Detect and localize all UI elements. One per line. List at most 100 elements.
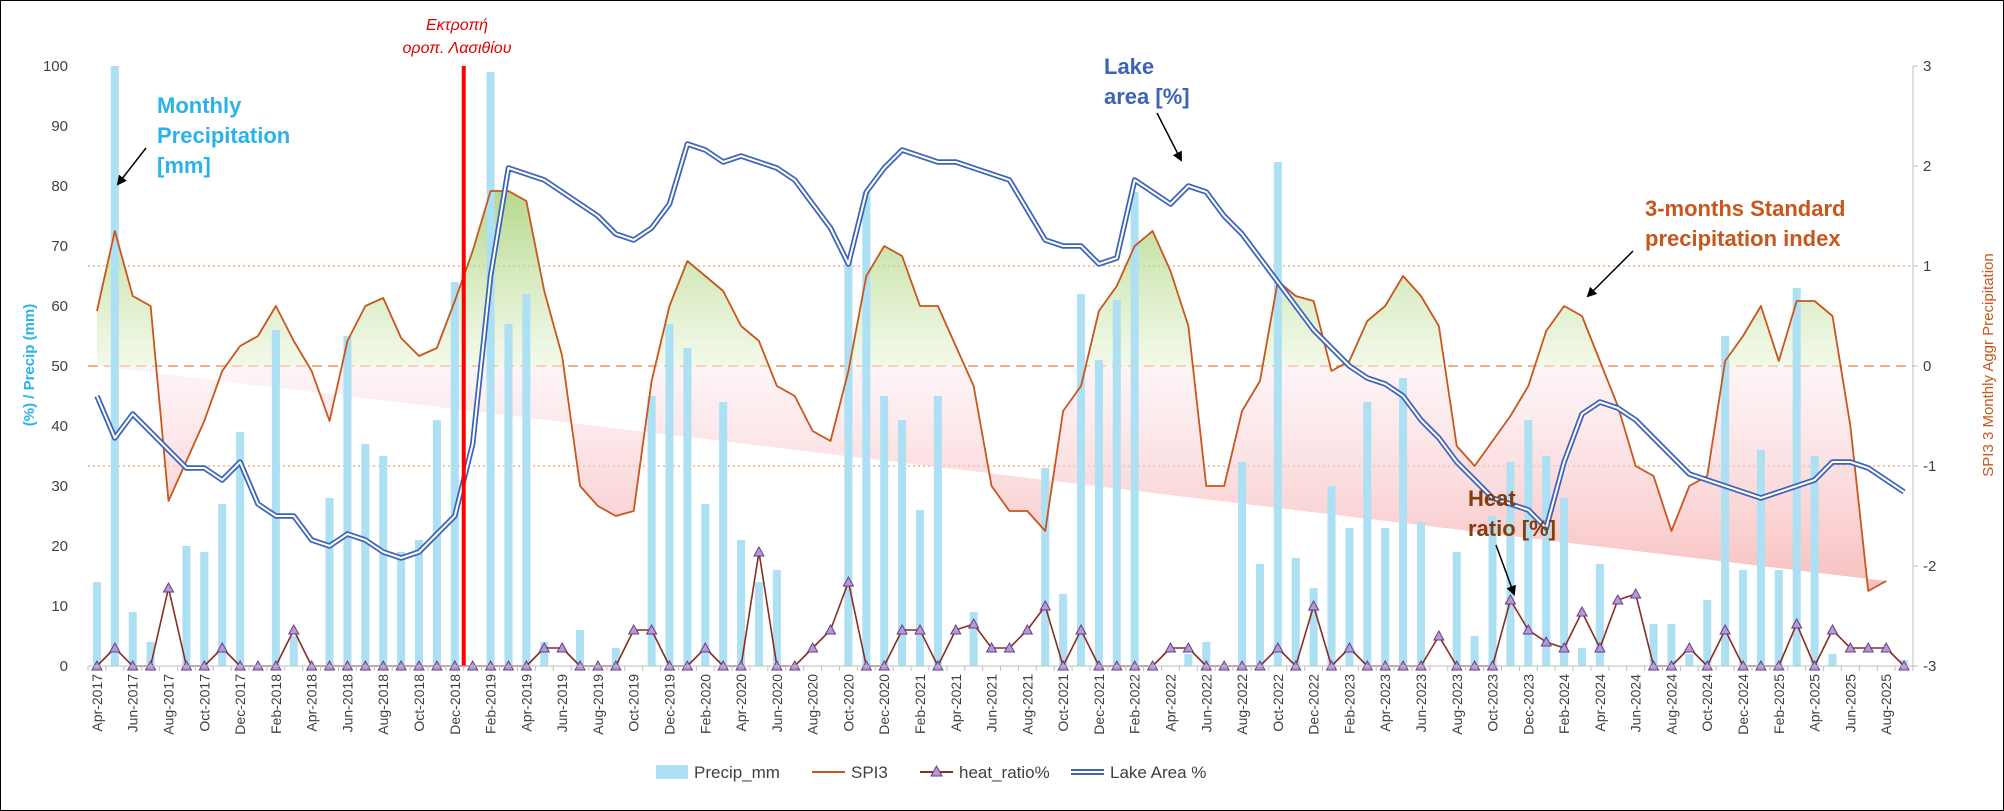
annotation-lake-line1: Lake — [1104, 54, 1154, 79]
precip-bar — [1416, 522, 1425, 666]
x-tick-label: Aug-2020 — [805, 674, 821, 735]
precip-bar — [844, 258, 853, 666]
precip-bar — [1756, 450, 1765, 666]
x-tick-label: Apr-2021 — [948, 674, 964, 732]
x-tick-label: Feb-2022 — [1127, 674, 1143, 734]
precip-bar — [1524, 420, 1533, 666]
heat-ratio-marker — [824, 623, 837, 635]
heat-ratio-marker — [967, 617, 980, 629]
y-right-tick-label: 0 — [1923, 358, 1931, 375]
y-left-tick-label: 10 — [51, 598, 68, 615]
precip-bar — [933, 396, 942, 666]
x-tick-label: Feb-2023 — [1341, 674, 1357, 734]
heat-ratio-marker — [1683, 641, 1696, 653]
precip-bar — [1792, 288, 1801, 666]
event-label-line2: οροπ. Λασιθίου — [403, 40, 512, 57]
x-tick-label: Oct-2017 — [196, 674, 212, 732]
annotation-lake-line2: area [%] — [1104, 84, 1190, 109]
legend-label-spi3: SPI3 — [851, 763, 888, 782]
precip-bar — [1327, 486, 1336, 666]
precip-bar — [1130, 192, 1139, 666]
y-right-tick-label: -1 — [1923, 458, 1936, 475]
heat-ratio-marker — [108, 641, 121, 653]
precip-bar — [200, 552, 209, 666]
heat-ratio-marker — [538, 641, 551, 653]
precip-bar — [271, 330, 280, 666]
precip-bars — [92, 66, 1909, 666]
x-tick-label: Apr-2023 — [1377, 674, 1393, 732]
precip-bar — [1059, 594, 1068, 666]
precip-bar — [110, 66, 119, 666]
precip-bar — [1595, 564, 1604, 666]
heat-ratio-marker — [1021, 623, 1034, 635]
y-left-tick-label: 0 — [60, 658, 68, 675]
x-tick-label: Oct-2018 — [411, 674, 427, 732]
precip-bar — [522, 294, 531, 666]
y-right-tick-label: -2 — [1923, 558, 1936, 575]
precip-bar — [379, 456, 388, 666]
spi3-line — [96, 190, 1887, 592]
y-left-tick-label: 80 — [51, 178, 68, 195]
heat-ratio-marker — [1844, 641, 1857, 653]
precip-bar — [1470, 636, 1479, 666]
x-tick-label: Jun-2022 — [1198, 674, 1214, 733]
x-tick-label: Oct-2021 — [1055, 674, 1071, 732]
precip-bar — [1399, 378, 1408, 666]
x-tick-label: Oct-2023 — [1485, 674, 1501, 732]
heat-ratio-marker — [1039, 599, 1052, 611]
axes: 0 10 20 30 40 50 60 70 80 90 100 -3 -2 -1 0 1 2 3 Apr-2017… — [43, 58, 1936, 735]
annotation-monthly-line3: [mm] — [157, 153, 211, 178]
x-tick-label: Oct-2022 — [1270, 674, 1286, 732]
heat-ratio-marker — [753, 545, 765, 557]
x-tick-label: Jun-2024 — [1628, 674, 1644, 733]
heat-ratio-marker — [1611, 593, 1624, 605]
heat-ratio-marker — [896, 623, 908, 635]
precip-bar — [486, 72, 495, 666]
heat-ratio-marker — [627, 623, 640, 635]
y-left-tick-label: 50 — [51, 358, 68, 375]
heat-ratio-marker — [1075, 623, 1087, 635]
precip-bar — [1721, 336, 1730, 666]
x-tick-label: Jun-2018 — [339, 674, 355, 733]
x-tick-label: Apr-2020 — [733, 674, 749, 732]
x-tick-label: Dec-2024 — [1735, 674, 1751, 735]
event-label-line1: Εκτροπή — [426, 17, 488, 34]
annotation-spi-line1: 3-months Standard — [1645, 196, 1845, 221]
precip-bar — [754, 582, 763, 666]
x-tick-label: Jun-2021 — [984, 674, 1000, 733]
spi-positive-area — [96, 191, 1887, 366]
precip-bar — [361, 444, 370, 666]
x-tick-label: Apr-2017 — [89, 674, 105, 732]
x-tick-label: Jun-2020 — [769, 674, 785, 733]
precip-bar — [1076, 294, 1086, 666]
x-tick-label: Apr-2022 — [1162, 674, 1178, 732]
precip-bar — [1542, 456, 1551, 666]
precip-bar — [1560, 498, 1569, 666]
annotation-spi-arrow — [1586, 250, 1634, 298]
y-left-tick-label: 20 — [51, 538, 68, 555]
precip-bar — [397, 552, 406, 666]
heat-ratio-marker — [1880, 641, 1893, 653]
x-tick-label: Aug-2025 — [1878, 674, 1894, 735]
heat-ratio-marker — [1540, 635, 1553, 647]
precip-bar — [432, 420, 441, 666]
precip-bar — [772, 570, 781, 666]
x-tick-label: Apr-2024 — [1592, 674, 1608, 732]
heat-ratio-marker — [216, 641, 229, 653]
precip-bar — [880, 396, 889, 666]
annotation-heat-line1: Heat — [1468, 486, 1516, 511]
heat-ratio-marker — [1629, 587, 1642, 599]
x-tick-label: Jun-2017 — [125, 674, 141, 733]
precip-bar — [1041, 468, 1050, 666]
precip-bar — [915, 510, 925, 666]
precip-bar — [325, 498, 334, 666]
legend: Precip_mm SPI3 heat_ratio% Lake Area % — [656, 763, 1206, 782]
x-tick-label: Dec-2019 — [661, 674, 677, 735]
heat-ratio-marker — [949, 623, 962, 635]
precip-bar — [1685, 654, 1694, 666]
precip-bar — [1238, 462, 1247, 666]
heat-ratio-marker — [1826, 623, 1839, 635]
x-tick-label: Jun-2023 — [1413, 674, 1429, 733]
